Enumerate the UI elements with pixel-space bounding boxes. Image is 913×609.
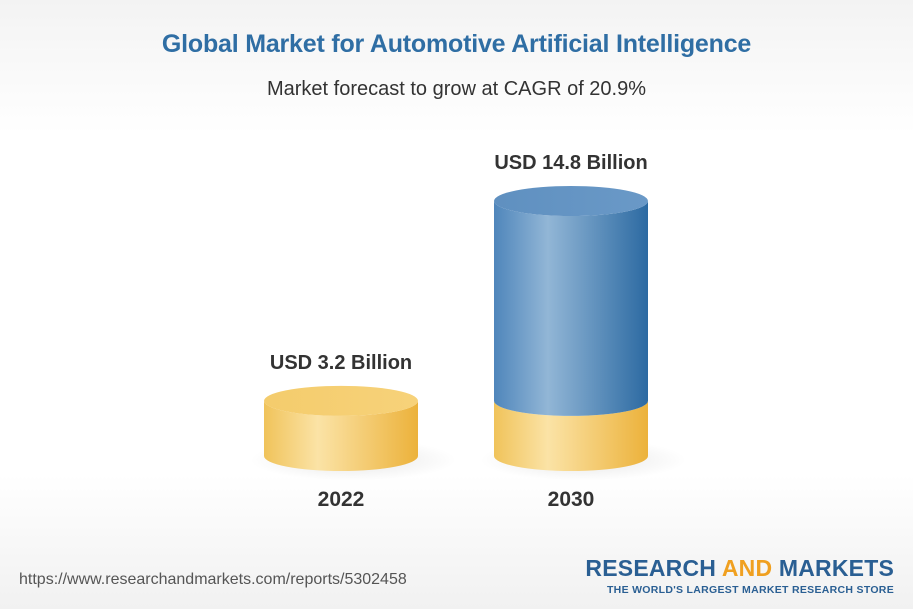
data-label-2030: USD 14.8 Billion — [494, 152, 647, 174]
brand-logo: RESEARCH AND MARKETS THE WORLD'S LARGEST… — [585, 555, 894, 596]
bar-2030-base — [494, 400, 648, 471]
bar-2030-growth — [494, 201, 648, 416]
brand-tagline: THE WORLD'S LARGEST MARKET RESEARCH STOR… — [606, 584, 894, 596]
bar-2022-top — [264, 385, 418, 416]
category-label-2022: 2022 — [318, 488, 365, 511]
source-url[interactable]: https://www.researchandmarkets.com/repor… — [19, 571, 407, 588]
data-label-2022: USD 3.2 Billion — [270, 352, 412, 374]
bar-2030-top — [494, 186, 648, 216]
category-label-2030: 2030 — [548, 488, 595, 511]
chart-title: Global Market for Automotive Artificial … — [161, 30, 752, 58]
bar-2022-base — [264, 400, 418, 471]
brand-name: RESEARCH AND MARKETS — [585, 555, 894, 581]
chart-subtitle: Market forecast to grow at CAGR of 20.9% — [266, 78, 647, 100]
